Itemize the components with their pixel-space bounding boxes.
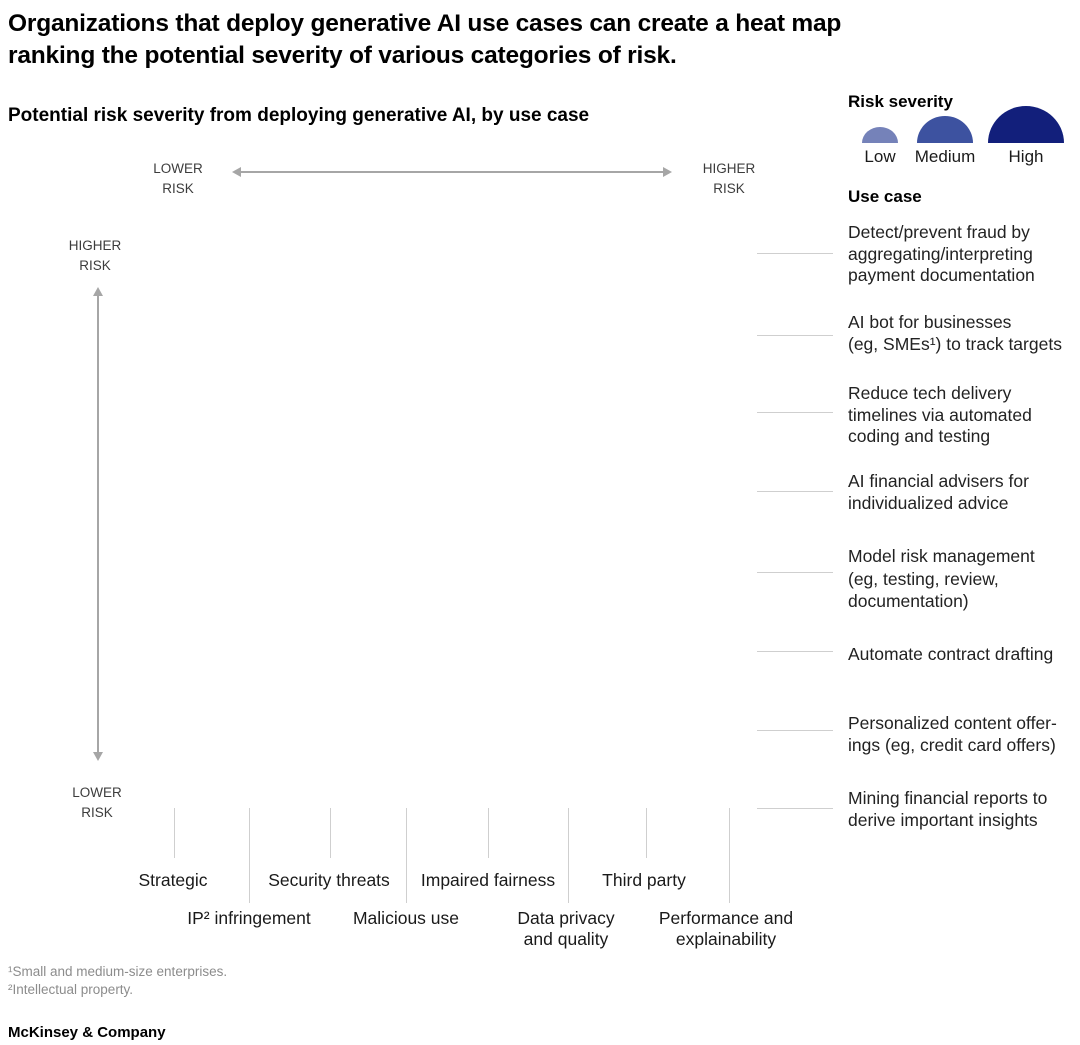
use-case-label: Reduce tech delivery timelines via autom…: [848, 383, 1032, 446]
legend-medium-bubble-icon: [917, 116, 973, 143]
use-case-label: Automate contract drafting: [848, 644, 1054, 664]
arrow-right-icon: [663, 167, 672, 177]
x-category-impaired-fairness: Impaired fairness: [420, 870, 556, 890]
x-axis-tick: [729, 808, 730, 903]
use-case-leader-line: [757, 412, 833, 413]
use-case-leader-line: [757, 730, 833, 731]
use-case-leader-line: [757, 491, 833, 492]
use-case-label: AI financial advisers for individualized…: [848, 471, 1029, 513]
x-axis-tick: [646, 808, 647, 858]
chart-subtitle: Potential risk severity from deploying g…: [8, 105, 590, 126]
y-axis-higher-risk-label: HIGHER RISK: [68, 238, 122, 273]
x-axis-lower-risk-label: LOWER RISK: [153, 161, 203, 196]
x-category-security-threats: Security threats: [268, 870, 390, 890]
use-case-label: Model risk management (eg, testing, revi…: [848, 546, 1035, 611]
x-axis-tick: [568, 808, 569, 903]
use-case-leader-line: [757, 808, 833, 809]
x-axis-tick: [488, 808, 489, 858]
footnote-2: ²Intellectual property.: [8, 982, 134, 997]
x-axis-arrow-line: [240, 171, 664, 173]
use-case-label: AI bot for businesses (eg, SMEs¹) to tra…: [848, 312, 1062, 354]
arrow-up-icon: [93, 287, 103, 296]
x-category-ip-infringement: IP² infringement: [187, 908, 311, 928]
legend-label-low: Low: [864, 147, 896, 166]
legend-low-bubble-icon: [862, 127, 898, 143]
use-case-leader-line: [757, 253, 833, 254]
legend-label-high: High: [1008, 147, 1044, 166]
legend-label-medium: Medium: [914, 147, 976, 166]
x-category-performance-explainability: Performance and explainability: [658, 908, 794, 949]
arrow-left-icon: [232, 167, 241, 177]
x-axis-higher-risk-label: HIGHER RISK: [702, 161, 756, 196]
legend-title: Risk severity: [848, 92, 953, 111]
use-case-label: Mining financial reports to derive impor…: [848, 788, 1048, 830]
y-axis-lower-risk-label: LOWER RISK: [72, 785, 122, 820]
y-axis-arrow-line: [97, 295, 99, 753]
x-category-malicious-use: Malicious use: [352, 908, 460, 928]
use-case-label: Personalized content offer- ings (eg, cr…: [848, 713, 1057, 755]
x-axis-tick: [330, 808, 331, 858]
x-axis-tick: [174, 808, 175, 858]
x-category-data-privacy-quality: Data privacy and quality: [517, 908, 615, 949]
use-case-leader-line: [757, 651, 833, 652]
x-axis-tick: [406, 808, 407, 903]
x-axis-tick: [249, 808, 250, 903]
use-case-column-header: Use case: [848, 187, 922, 206]
exhibit-title: Organizations that deploy generative AI …: [8, 10, 842, 69]
arrow-down-icon: [93, 752, 103, 761]
use-case-leader-line: [757, 572, 833, 573]
legend-high-bubble-icon: [988, 106, 1064, 143]
footnote-1: ¹Small and medium-size enterprises.: [8, 964, 228, 979]
x-category-strategic: Strategic: [138, 870, 208, 890]
source-logo: McKinsey & Company: [8, 1024, 166, 1041]
use-case-label: Detect/prevent fraud by aggregating/inte…: [848, 222, 1035, 285]
x-category-third-party: Third party: [602, 870, 686, 890]
use-case-leader-line: [757, 335, 833, 336]
